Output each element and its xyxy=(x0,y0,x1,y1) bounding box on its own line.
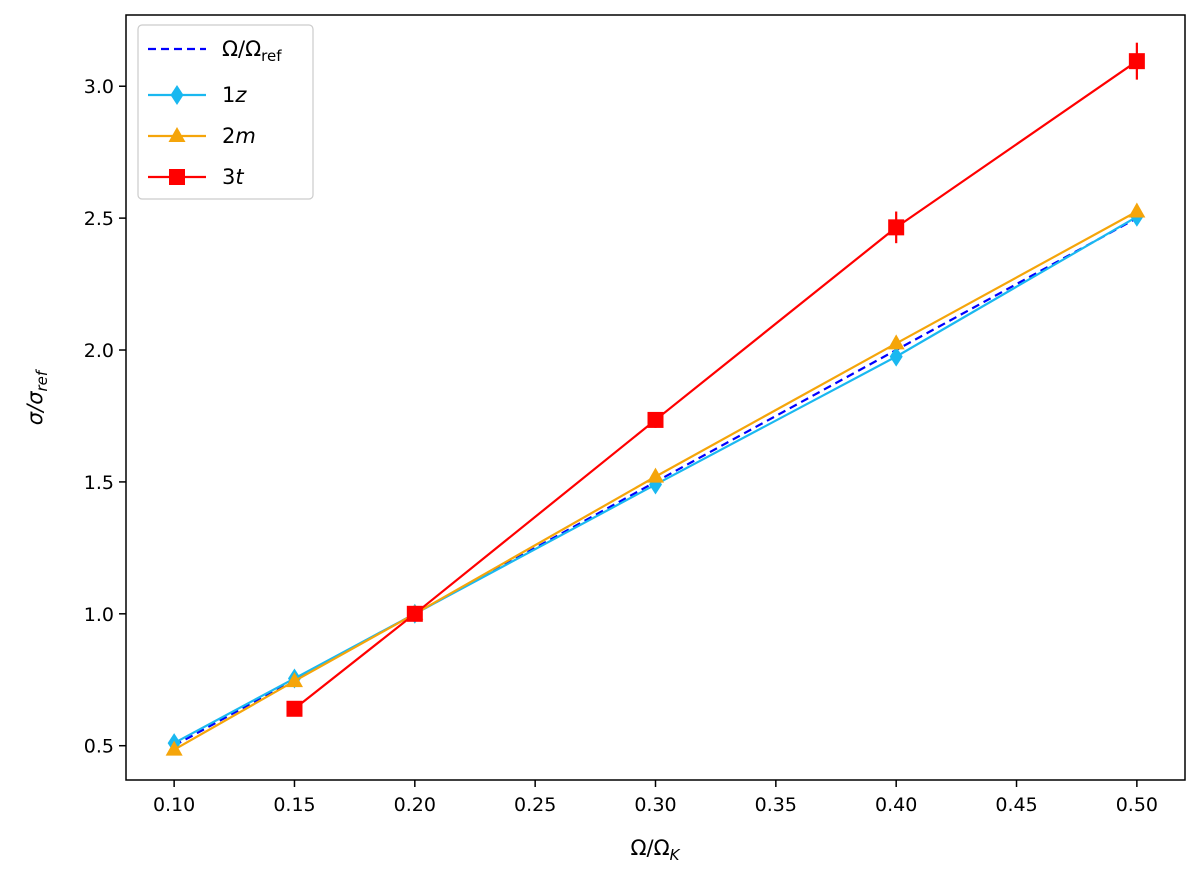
data-point xyxy=(1128,202,1146,218)
data-point xyxy=(647,467,664,483)
legend-label-italic: z xyxy=(234,83,247,107)
x-axis: 0.10 0.15 0.20 0.25 0.30 0.35 0.40 0.45 0.50 xyxy=(153,780,1158,816)
y-axis-label: σ/σref xyxy=(23,368,51,425)
series-layer xyxy=(165,42,1146,756)
x-tick-label: 0.25 xyxy=(514,794,556,816)
series-line xyxy=(173,215,1138,745)
x-tick-label: 0.30 xyxy=(634,794,676,816)
x-tick-label: 0.45 xyxy=(995,794,1037,816)
legend-swatch-marker xyxy=(170,85,184,105)
data-point xyxy=(888,219,905,236)
y-tick-label: 1.0 xyxy=(84,604,114,626)
data-point xyxy=(165,740,183,756)
legend-swatch-marker xyxy=(168,127,186,142)
legend-label-italic: t xyxy=(235,165,244,189)
x-tick-label: 0.10 xyxy=(153,794,195,816)
data-point xyxy=(647,411,664,428)
legend-label: 2m xyxy=(222,124,256,148)
legend-label-base: Ω/Ω xyxy=(222,37,261,61)
legend-label-base: 3 xyxy=(222,165,235,189)
x-axis-label: Ω/ΩK xyxy=(630,836,680,864)
legend-label-base: 2 xyxy=(222,124,235,148)
legend-label-italic: m xyxy=(235,124,255,148)
legend-entry: 3t xyxy=(148,165,244,189)
y-axis-label-base: σ/σ xyxy=(23,391,47,425)
legend-label-base: 1 xyxy=(222,83,235,107)
y-tick-label: 2.5 xyxy=(84,208,114,230)
legend-entry: Ω/Ωref xyxy=(148,37,282,65)
x-tick-label: 0.20 xyxy=(394,794,436,816)
y-axis-label-sub: ref xyxy=(33,368,51,391)
data-point xyxy=(887,334,905,350)
legend-label: 3t xyxy=(222,165,244,189)
legend-entry: 1z xyxy=(148,83,247,107)
y-tick-label: 0.5 xyxy=(84,736,114,758)
x-axis-label-base: Ω/Ω xyxy=(630,836,669,860)
x-tick-label: 0.15 xyxy=(273,794,315,816)
legend-frame xyxy=(137,24,314,200)
data-point xyxy=(285,672,303,688)
x-tick-label: 0.50 xyxy=(1116,794,1158,816)
data-point xyxy=(406,605,423,622)
data-point xyxy=(286,700,303,717)
legend-swatch-marker xyxy=(169,169,185,185)
legend-label: Ω/Ωref xyxy=(222,37,282,65)
x-tick-label: 0.40 xyxy=(875,794,917,816)
y-tick-label: 3.0 xyxy=(84,76,114,98)
legend-label-sub: ref xyxy=(261,47,282,65)
data-point xyxy=(1128,53,1145,70)
y-tick-label: 1.5 xyxy=(84,472,114,494)
y-tick-label: 2.0 xyxy=(84,340,114,362)
x-tick-label: 0.35 xyxy=(755,794,797,816)
series-3t xyxy=(286,42,1145,717)
legend-label: 1z xyxy=(222,83,247,107)
series-line xyxy=(173,210,1138,751)
data-point xyxy=(889,346,903,367)
legend-entry: 2m xyxy=(148,124,256,148)
y-axis: 0.5 1.0 1.5 2.0 2.5 3.0 xyxy=(84,76,126,758)
x-axis-label-sub: K xyxy=(670,846,681,864)
